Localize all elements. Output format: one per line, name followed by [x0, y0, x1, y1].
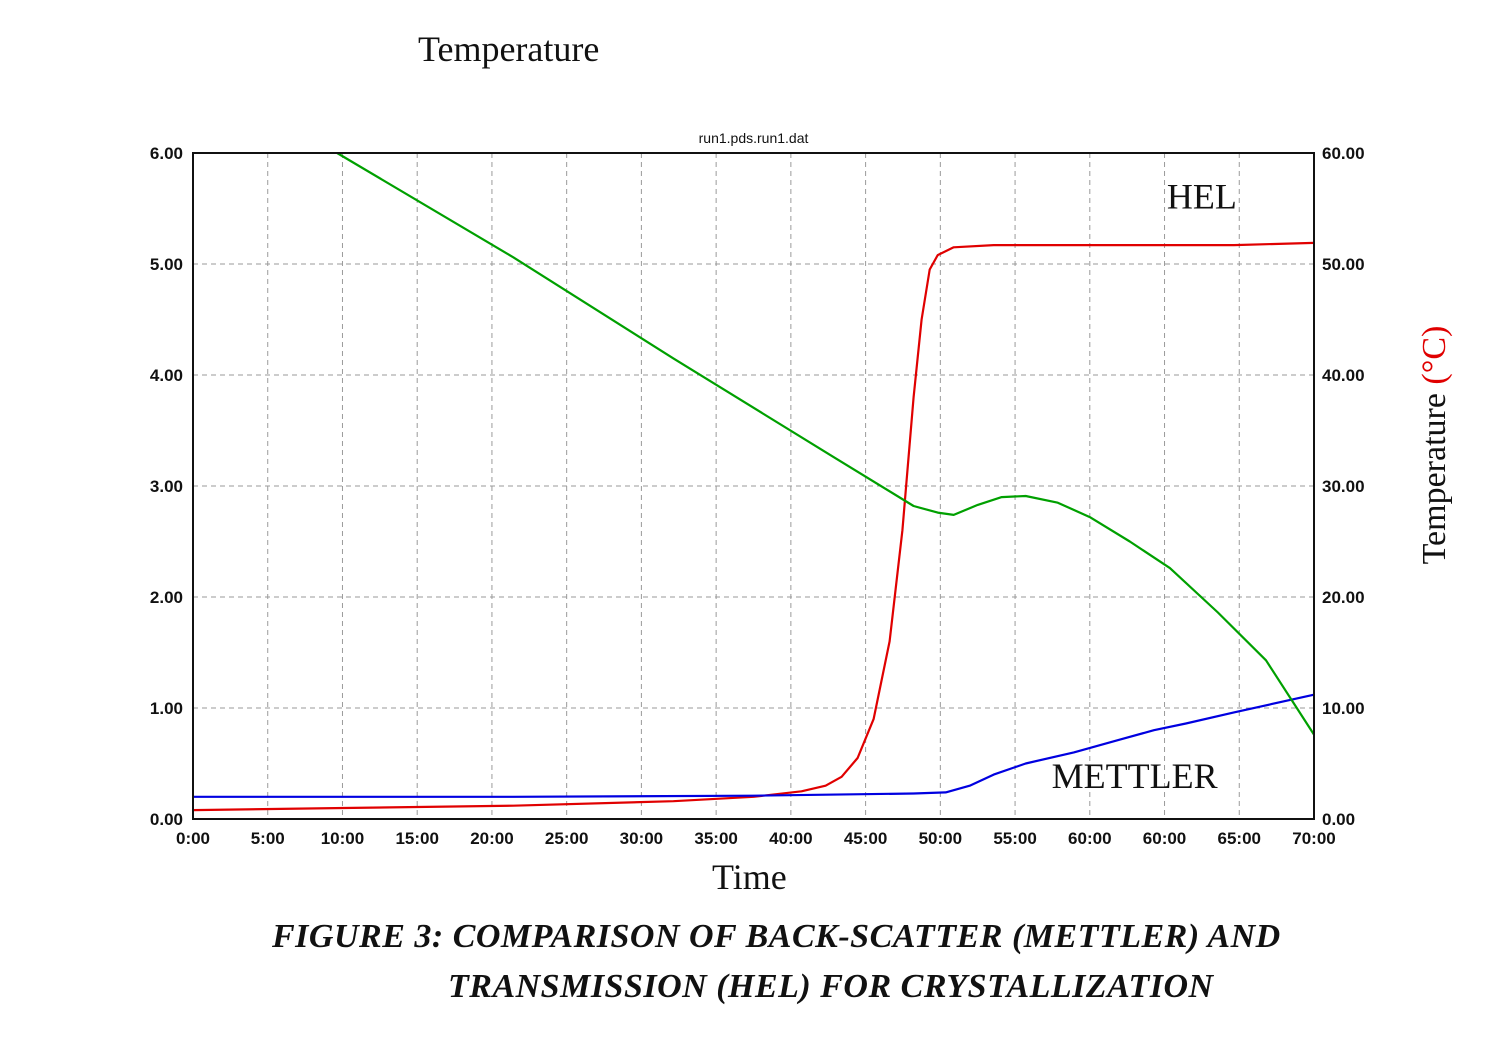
x-tick-label: 45:00 [844, 829, 887, 848]
x-tick-label: 60:00 [1143, 829, 1186, 848]
chart-subtitle: run1.pds.run1.dat [699, 130, 809, 146]
right-axis-unit: (°C) [1416, 325, 1453, 385]
annotation-hel: HEL [1167, 177, 1237, 217]
series-line-hel [192, 241, 1315, 812]
y-left-tick-label: 2.00 [150, 588, 183, 607]
x-tick-label: 25:00 [545, 829, 588, 848]
y-left-tick-label: 1.00 [150, 699, 183, 718]
right-axis-label-text: Temperature [1416, 393, 1453, 565]
y-right-tick-label: 20.00 [1322, 588, 1365, 607]
annotations: HEL METTLER [1052, 177, 1237, 796]
tick-labels: 0:00 5:00 10:00 15:00 20:00 25:00 30:00 35:00 40… [150, 144, 1365, 848]
y-left-tick-label: 6.00 [150, 144, 183, 163]
x-tick-label: 40:00 [769, 829, 812, 848]
series-line-mettler [193, 693, 1315, 798]
series-line-temperature [336, 152, 1315, 736]
x-tick-label: 20:00 [470, 829, 513, 848]
x-tick-label: 30:00 [620, 829, 663, 848]
figure-caption-line2: TRANSMISSION (HEL) FOR CRYSTALLIZATION [448, 968, 1214, 1005]
y-right-tick-label: 50.00 [1322, 255, 1365, 274]
x-tick-label: 55:00 [993, 829, 1036, 848]
x-tick-label: 35:00 [694, 829, 737, 848]
plot-frame [192, 152, 1315, 820]
annotation-mettler: METTLER [1052, 756, 1218, 796]
chart-top-title: Temperature [418, 29, 600, 69]
x-tick-label: 65:00 [1218, 829, 1261, 848]
x-axis-label: Time [712, 857, 787, 897]
series-lines [192, 152, 1315, 812]
y-right-tick-label: 30.00 [1322, 477, 1365, 496]
y-right-tick-label: 40.00 [1322, 366, 1365, 385]
y-left-tick-label: 3.00 [150, 477, 183, 496]
x-tick-label: 5:00 [251, 829, 285, 848]
y-left-tick-label: 4.00 [150, 366, 183, 385]
x-tick-label: 0:00 [176, 829, 210, 848]
x-tick-label: 70:00 [1292, 829, 1335, 848]
y-right-tick-label: 60.00 [1322, 144, 1365, 163]
y-left-tick-label: 0.00 [150, 810, 183, 829]
grid-lines [193, 153, 1314, 819]
y-right-tick-label: 10.00 [1322, 699, 1365, 718]
y-left-tick-label: 5.00 [150, 255, 183, 274]
x-tick-label: 10:00 [321, 829, 364, 848]
x-tick-label: 15:00 [395, 829, 438, 848]
x-tick-label: 60:00 [1068, 829, 1111, 848]
right-axis-label: Temperature (°C) [1416, 326, 1454, 565]
y-right-tick-label: 0.00 [1322, 810, 1355, 829]
figure-caption-line1: FIGURE 3: COMPARISON OF BACK-SCATTER (ME… [272, 918, 1281, 955]
x-tick-label: 50:00 [919, 829, 962, 848]
